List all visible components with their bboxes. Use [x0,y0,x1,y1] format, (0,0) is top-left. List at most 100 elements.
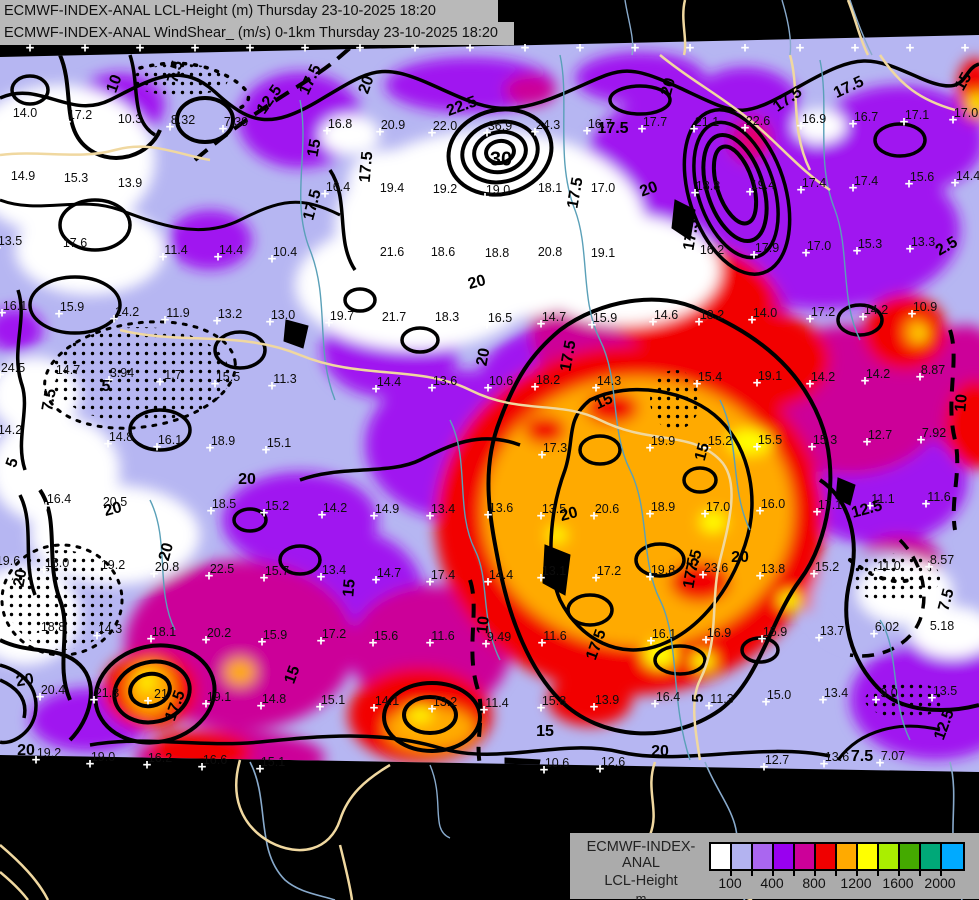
graticule-cross: + [374,186,384,204]
station-value: 14.4 [955,169,979,183]
graticule-cross: + [690,184,700,202]
graticule-cross: + [646,632,656,650]
station-value: 15.3 [63,171,89,185]
graticule-cross: + [165,118,175,136]
graticule-cross: + [481,635,491,653]
station-value: 15.6 [909,170,935,184]
graticule-cross: + [204,567,214,585]
station-value: 16.7 [853,110,879,124]
station-value: 7.39 [223,115,249,129]
graticule-cross: + [740,39,750,57]
graticule-cross: + [950,174,960,192]
graticule-cross: + [924,624,934,642]
graticule-cross: + [582,122,592,140]
graticule-cross: + [927,689,937,707]
station-value: 17.2 [596,564,622,578]
station-value: 22.6 [745,114,771,128]
station-value: 17.2 [321,627,347,641]
graticule-cross: + [375,123,385,141]
graticule-cross: + [801,244,811,262]
station-value: 20.5 [102,495,128,509]
station-value: 13.4 [430,502,456,516]
station-value: 16.0 [760,497,786,511]
graticule-cross: + [904,175,914,193]
station-value: 19.0 [485,183,511,197]
legend-color-cell [816,844,837,869]
station-value: 19.1 [206,690,232,704]
station-value: 14.0 [752,306,778,320]
station-value: 21 [154,687,168,701]
graticule-cross: + [213,248,223,266]
graticule-cross: + [371,571,381,589]
station-value: 19.7 [329,309,355,323]
station-value: 8.32 [170,113,196,127]
station-value: 20.9 [380,118,406,132]
graticule-cross: + [315,698,325,716]
station-value: 10.9 [912,300,938,314]
contour-label: 20 [731,549,749,566]
river-lines [149,54,911,761]
graticule-cross: + [807,438,817,456]
graticule-cross: + [694,248,704,266]
contour-label: 20 [10,567,31,589]
graticule-cross: + [852,242,862,260]
station-value: 14.2 [865,367,891,381]
graticule-cross: + [575,39,585,57]
station-value: 15.1 [260,755,286,769]
graticule-cross: + [865,497,875,515]
station-value: 15.0 [766,688,792,702]
graticule-cross: + [755,502,765,520]
graticule-cross: + [85,755,95,773]
graticule-cross: + [701,631,711,649]
graticule-cross: + [39,561,49,579]
station-value: 17.1 [817,498,843,512]
graticule-cross: + [536,699,546,717]
graticule-cross: + [921,495,931,513]
graticule-cross: + [483,506,493,524]
contour-label: 17.5 [597,120,629,137]
station-value: 11.4 [485,696,509,710]
graticule-cross: + [0,304,7,322]
graticule-cross: + [427,187,437,205]
graticule-cross: + [818,691,828,709]
graticule-cross: + [256,697,266,715]
station-value: 17.0 [705,500,731,514]
graticule-cross: + [374,250,384,268]
graticule-cross: + [591,379,601,397]
graticule-cross: + [369,507,379,525]
station-value: 19.8 [650,563,676,577]
legend-tick [919,869,921,876]
station-value: 18.8 [40,620,66,634]
contour-label: 15 [536,723,554,740]
station-value: 13.6 [432,374,458,388]
station-value: 14.9 [10,169,36,183]
graticule-cross: + [257,633,267,651]
graticule-cross: + [369,699,379,717]
graticule-cross: + [899,113,909,131]
graticule-cross: + [591,569,601,587]
graticule-cross: + [482,316,492,334]
graticule-cross: + [425,507,435,525]
graticule-cross: + [530,123,540,141]
graticule-cross: + [752,374,762,392]
graticule-cross: + [142,756,152,774]
graticule-cross: + [871,691,881,709]
graticule-cross: + [532,250,542,268]
graticule-cross: + [197,758,207,776]
station-value: 6.02 [874,620,900,634]
station-value: 14.4 [376,375,402,389]
graticule-cross: + [692,375,702,393]
contour-label: 5 [101,378,111,395]
stipple-layer [7,64,945,718]
station-value: 13.5 [541,502,567,516]
legend-box: ECMWF-INDEX-ANAL LCL-Height m 100 400 800 1… [570,833,979,900]
graticule-cross: + [704,697,714,715]
station-value: 8.87 [920,363,946,377]
graticule-cross: + [54,305,64,323]
station-value: 23.6 [703,561,729,575]
graticule-cross: + [869,625,879,643]
graticule-cross: + [300,39,310,57]
graticule-cross: + [795,39,805,57]
graticule-cross: + [698,566,708,584]
